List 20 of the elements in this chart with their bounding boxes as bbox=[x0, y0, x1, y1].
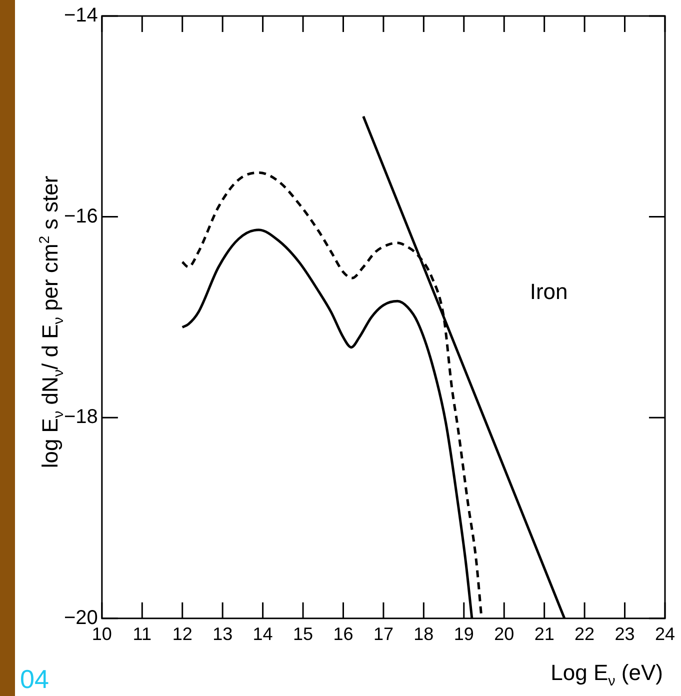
annotation: Iron bbox=[530, 279, 568, 304]
x-tick-label: 23 bbox=[614, 624, 635, 644]
x-tick-label: 14 bbox=[252, 624, 273, 644]
x-tick-label: 12 bbox=[172, 624, 192, 644]
x-tick-label: 17 bbox=[373, 624, 394, 644]
y-tick-label: −18 bbox=[64, 406, 98, 428]
x-tick-label: 18 bbox=[414, 624, 434, 644]
x-tick-label: 24 bbox=[654, 624, 676, 644]
x-tick-label: 22 bbox=[574, 624, 595, 644]
x-tick-label: 21 bbox=[534, 624, 554, 644]
y-tick-label: −14 bbox=[64, 4, 98, 27]
y-tick-label: −16 bbox=[64, 205, 98, 228]
x-axis-title: Log E$_{ν}$ (eV) bbox=[550, 660, 663, 690]
x-tick-label: 16 bbox=[333, 624, 354, 644]
x-tick-label: 19 bbox=[454, 624, 474, 644]
x-tick-label: 20 bbox=[494, 624, 514, 644]
x-tick-label: 13 bbox=[212, 624, 233, 644]
x-tick-label: 11 bbox=[132, 624, 152, 644]
x-tick-label: 15 bbox=[293, 624, 314, 644]
text: 04 bbox=[20, 664, 49, 695]
